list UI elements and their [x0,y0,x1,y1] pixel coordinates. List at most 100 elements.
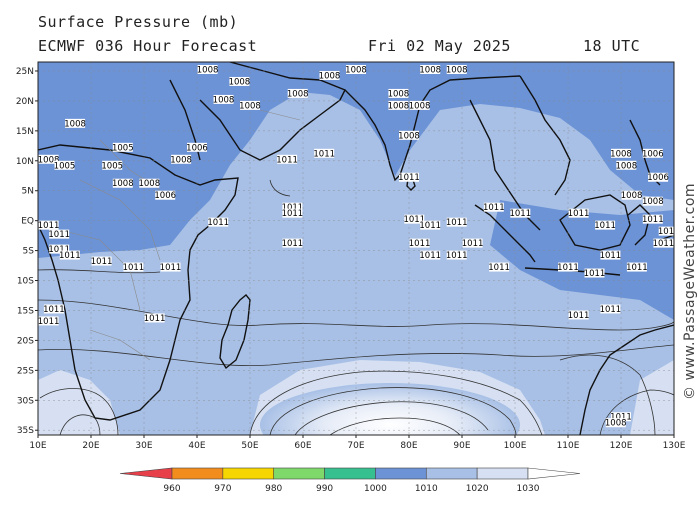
isobar-label: 1008 [319,71,341,81]
isobar-label: 1011 [38,317,60,327]
isobar-label: 1008 [345,65,367,75]
legend-label: 1010 [415,484,438,494]
isobar-label: 1008 [112,179,134,189]
isobar-label: 1011 [568,209,590,219]
isobar-label-bg [568,310,589,320]
lat-tick-label: 25S [17,366,34,376]
isobar-label: 1011 [43,305,65,315]
isobar-label-bg [388,88,409,98]
legend-label: 960 [163,484,180,494]
isobar-label-bg [240,100,260,110]
lon-tick-label: 60E [294,441,311,451]
isobar-label: 1006 [647,173,669,183]
isobar-label: 1011 [653,239,675,249]
isobar-label: 1005 [101,161,123,171]
lon-tick-label: 100E [504,441,527,451]
isobar-label: 1011 [446,218,468,228]
isobar-label: 1011 [48,230,70,240]
isobar-label: 1011 [419,221,441,231]
forecast-time: 18 UTC [583,37,641,55]
isobar-label-bg [483,202,504,212]
lat-tick-label: 15S [17,306,34,316]
isobar-label-bg [558,262,578,272]
isobar-label-bg [123,262,144,272]
isobar-label-bg [38,316,59,326]
isobar-label-bg [208,217,229,227]
isobar-label-bg [642,196,663,206]
credit-text: © www.PassageWeather.com [682,183,698,400]
isobar-label-bg [404,214,425,224]
legend-label: 1020 [466,484,489,494]
isobar-label-bg [155,190,176,200]
high-pressure-se [630,360,674,435]
legend-swatch [375,467,427,480]
isobar-label-bg [229,76,250,86]
lat-tick-label: 35S [17,426,34,436]
isobar-label: 1008 [398,131,420,141]
legend-label: 1030 [517,484,540,494]
isobar-label-bg [409,238,430,248]
lon-tick-label: 70E [347,441,364,451]
isobar-label: 1011 [600,251,622,261]
pressure-legend: 960 970 980 990 1000 1010 1020 1030 [119,467,581,494]
isobar-label-bg [213,94,234,104]
isobars [38,179,674,435]
isobar-label-bg [38,154,59,164]
isobar-label-bg [600,250,621,260]
lon-tick-label: 50E [241,441,258,451]
isobar-label: 1011 [509,209,531,219]
isobar-label-bg [65,118,86,128]
isobar-label-bg [642,148,663,158]
isobar-label: 1011 [600,305,622,315]
isobar-label: 1006 [154,191,176,201]
isobar-label: 1011 [409,239,431,249]
isobar-label: 1008 [197,65,219,75]
isobar-label: 1008 [642,197,664,207]
lat-tick-label: EQ [21,217,34,227]
isobar-label-bg [489,262,510,272]
isobar-label-bg [54,160,75,170]
isobar-label-bg [658,226,674,236]
isobar-label: 1008 [388,89,410,99]
isobar-label: 1011 [282,203,304,213]
legend-arrow-low [119,467,173,480]
lon-tick-label: 90E [453,441,470,451]
isobar-label: 1011 [610,413,632,423]
legend-arrow-high [527,467,581,480]
lat-tick-label: 15N [16,127,34,137]
isobar-label-bg [314,148,335,158]
isobar-label: 1011 [160,263,182,273]
isobar-label-bg [642,214,663,224]
lat-tick-label: 20S [17,336,34,346]
lon-tick-label: 30E [135,441,152,451]
lon-tick-label: 110E [557,441,580,451]
isobar-label-bg [282,208,303,218]
isobar-label: 1008 [388,101,410,111]
isobar-label: 1008 [610,149,632,159]
legend-label: 980 [265,484,282,494]
isobar-label: 1011 [91,257,113,267]
isobar-label: 1008 [138,179,160,189]
graticule [38,62,674,435]
isobar-label-bg [626,262,647,272]
isobar-label-bg [611,148,631,158]
isobar-label: 1011 [207,218,229,228]
isobar-label-bg [388,100,409,110]
forecast-model: ECMWF 036 Hour Forecast [38,37,258,55]
lat-tick-label: 10N [16,157,34,167]
isobar-label: 1011 [403,215,425,225]
isobar-label: 1011 [398,173,420,183]
isobar-label: 1011 [642,215,664,225]
isobar-label: 1008 [229,77,251,87]
lon-tick-label: 20E [82,441,99,451]
isobar-label-bg [287,88,308,98]
legend-label: 1000 [364,484,387,494]
isobar-label: 1008 [213,95,235,105]
isobar-label: 1011 [38,221,60,231]
isobar-label: 1008 [64,119,86,129]
isobar-label-bg [112,142,133,152]
isobar-label: 1011 [462,239,484,249]
coastlines [38,62,674,435]
isobar-label-bg [139,178,160,188]
